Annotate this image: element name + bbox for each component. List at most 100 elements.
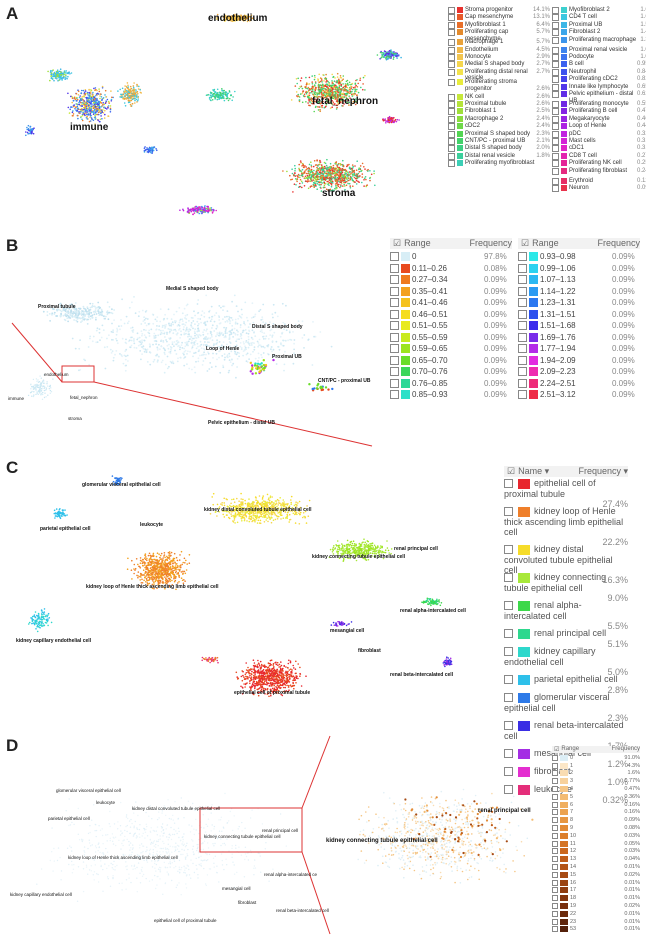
legend-row[interactable]: parietal epithelial cell 2.8% [504,674,628,695]
legend-item[interactable]: B cell 0.95% [552,61,646,69]
header-name[interactable]: Name ▾ [518,466,550,476]
legend-row[interactable]: 16 0.01% [552,879,640,887]
legend-row[interactable]: 0.99–1.06 0.09% [518,263,640,274]
umap-plot-a[interactable] [0,0,440,228]
legend-item[interactable]: Proliferating B cell 0.47% [552,108,646,116]
legend-checkbox[interactable] [552,130,559,138]
legend-checkbox[interactable] [448,93,455,101]
legend-checkbox[interactable] [390,275,399,284]
legend-row[interactable]: 1.23–1.31 0.09% [518,297,640,308]
legend-checkbox[interactable] [552,856,558,863]
legend-checkbox[interactable] [552,817,558,824]
header-checkbox-icon[interactable]: ☑ [554,747,560,753]
legend-checkbox[interactable] [518,263,527,273]
legend-checkbox[interactable] [552,879,558,886]
legend-checkbox[interactable] [552,21,559,29]
legend-checkbox[interactable] [390,298,399,307]
legend-checkbox[interactable] [518,390,527,399]
legend-row[interactable]: 0.41–0.46 0.09% [390,297,512,308]
legend-item[interactable]: Innate like lymphocyte 0.65% [552,83,646,91]
legend-checkbox[interactable] [552,54,559,61]
legend-item[interactable]: Myofibroblast 1 6.4% [448,21,550,29]
legend-item[interactable]: cDC1 0.31% [552,145,646,153]
legend-checkbox[interactable] [390,286,399,296]
legend-checkbox[interactable] [390,252,399,261]
legend-checkbox[interactable] [448,29,455,37]
legend-item[interactable]: cDC2 2.4% [448,123,550,131]
legend-row[interactable]: 0.59–0.65 0.09% [390,343,512,354]
legend-item[interactable]: Fibroblast 1 2.5% [448,108,550,116]
legend-row[interactable]: 14 0.01% [552,863,640,871]
legend-item[interactable]: Proliferating monocyte 0.55% [552,101,646,108]
legend-row[interactable]: epithelial cell of proximal tubule 27.4% [504,478,628,509]
legend-item[interactable]: Proximal renal vesicle 1.0% [552,46,646,54]
legend-row[interactable]: 0.51–0.55 0.09% [390,320,512,331]
legend-checkbox[interactable] [448,130,455,138]
legend-checkbox[interactable] [552,108,559,116]
legend-checkbox[interactable] [552,762,558,769]
legend-checkbox[interactable] [504,785,513,795]
legend-item[interactable]: Myofibroblast 2 1.6% [552,7,646,14]
legend-item[interactable]: Macrophage 1 5.7% [448,39,550,47]
legend-item[interactable]: Megakaryocyte 0.46% [552,115,646,123]
legend-checkbox[interactable] [390,263,399,273]
legend-checkbox[interactable] [448,108,455,116]
legend-item[interactable]: Proliferating NK cell 0.25% [552,160,646,168]
legend-checkbox[interactable] [518,332,527,342]
legend-row[interactable]: 17 0.01% [552,887,640,895]
header-checkbox-icon[interactable]: ☑ [393,238,402,248]
legend-item[interactable]: Podocyte 1.0% [552,54,646,61]
legend-item[interactable]: Proliferating distal renal vesicle 2.7% [448,68,550,82]
legend-row[interactable]: renal principal cell 5.1% [504,628,628,649]
legend-checkbox[interactable] [518,275,527,284]
legend-checkbox[interactable] [552,145,559,153]
legend-row[interactable]: 2.51–3.12 0.09% [518,389,640,400]
legend-checkbox[interactable] [518,378,527,388]
umap-plot-c[interactable] [0,450,500,728]
legend-checkbox[interactable] [552,793,558,800]
legend-checkbox[interactable] [552,138,559,145]
legend-checkbox[interactable] [504,573,513,583]
legend-checkbox[interactable] [518,344,527,353]
legend-row[interactable]: 12 0.03% [552,848,640,856]
legend-row[interactable]: 1.94–2.09 0.09% [518,355,640,366]
legend-row[interactable]: 0.65–0.70 0.09% [390,355,512,366]
legend-checkbox[interactable] [448,14,455,22]
legend-checkbox[interactable] [552,824,558,831]
legend-item[interactable]: Mast cells 0.31% [552,138,646,145]
legend-item[interactable]: Medial S shaped body 2.7% [448,61,550,69]
legend-row[interactable]: 0.11–0.26 0.08% [390,263,512,274]
legend-row[interactable]: 4 0.47% [552,785,640,793]
legend-checkbox[interactable] [448,39,455,47]
legend-item[interactable]: Proliferating fibroblast 0.24% [552,167,646,175]
legend-item[interactable]: CNT/PC - proximal UB 2.1% [448,138,550,145]
legend-checkbox[interactable] [390,378,399,388]
legend-checkbox[interactable] [518,298,527,307]
legend-item[interactable]: Cap mesenchyme 13.1% [448,14,550,22]
legend-row[interactable]: 10 0.03% [552,832,640,840]
legend-checkbox[interactable] [552,887,558,894]
legend-checkbox[interactable] [552,167,559,175]
legend-checkbox[interactable] [552,902,558,909]
legend-item[interactable]: Neutrophil 0.84% [552,68,646,76]
legend-checkbox[interactable] [448,61,455,69]
header-checkbox-icon[interactable]: ☑ [521,238,530,248]
legend-checkbox[interactable] [518,252,527,261]
legend-checkbox[interactable] [518,286,527,296]
legend-checkbox[interactable] [504,507,513,517]
legend-item[interactable]: Proximal UB 1.5% [552,21,646,29]
umap-plot-d[interactable] [0,728,548,944]
legend-item[interactable]: Erythroid 0.12% [552,177,646,185]
legend-checkbox[interactable] [518,367,527,376]
legend-row[interactable]: 1.07–1.13 0.09% [518,274,640,285]
legend-row[interactable]: 18 0.01% [552,894,640,902]
legend-checkbox[interactable] [390,344,399,353]
legend-row[interactable]: 7 0.16% [552,809,640,817]
legend-row[interactable]: glomerular visceral epithelial cell 2.3% [504,692,628,723]
legend-checkbox[interactable] [448,160,455,168]
legend-row[interactable]: 23 0.01% [552,918,640,926]
legend-checkbox[interactable] [552,61,559,69]
legend-row[interactable]: 13 0.04% [552,855,640,863]
legend-checkbox[interactable] [552,91,559,98]
legend-checkbox[interactable] [552,895,558,902]
